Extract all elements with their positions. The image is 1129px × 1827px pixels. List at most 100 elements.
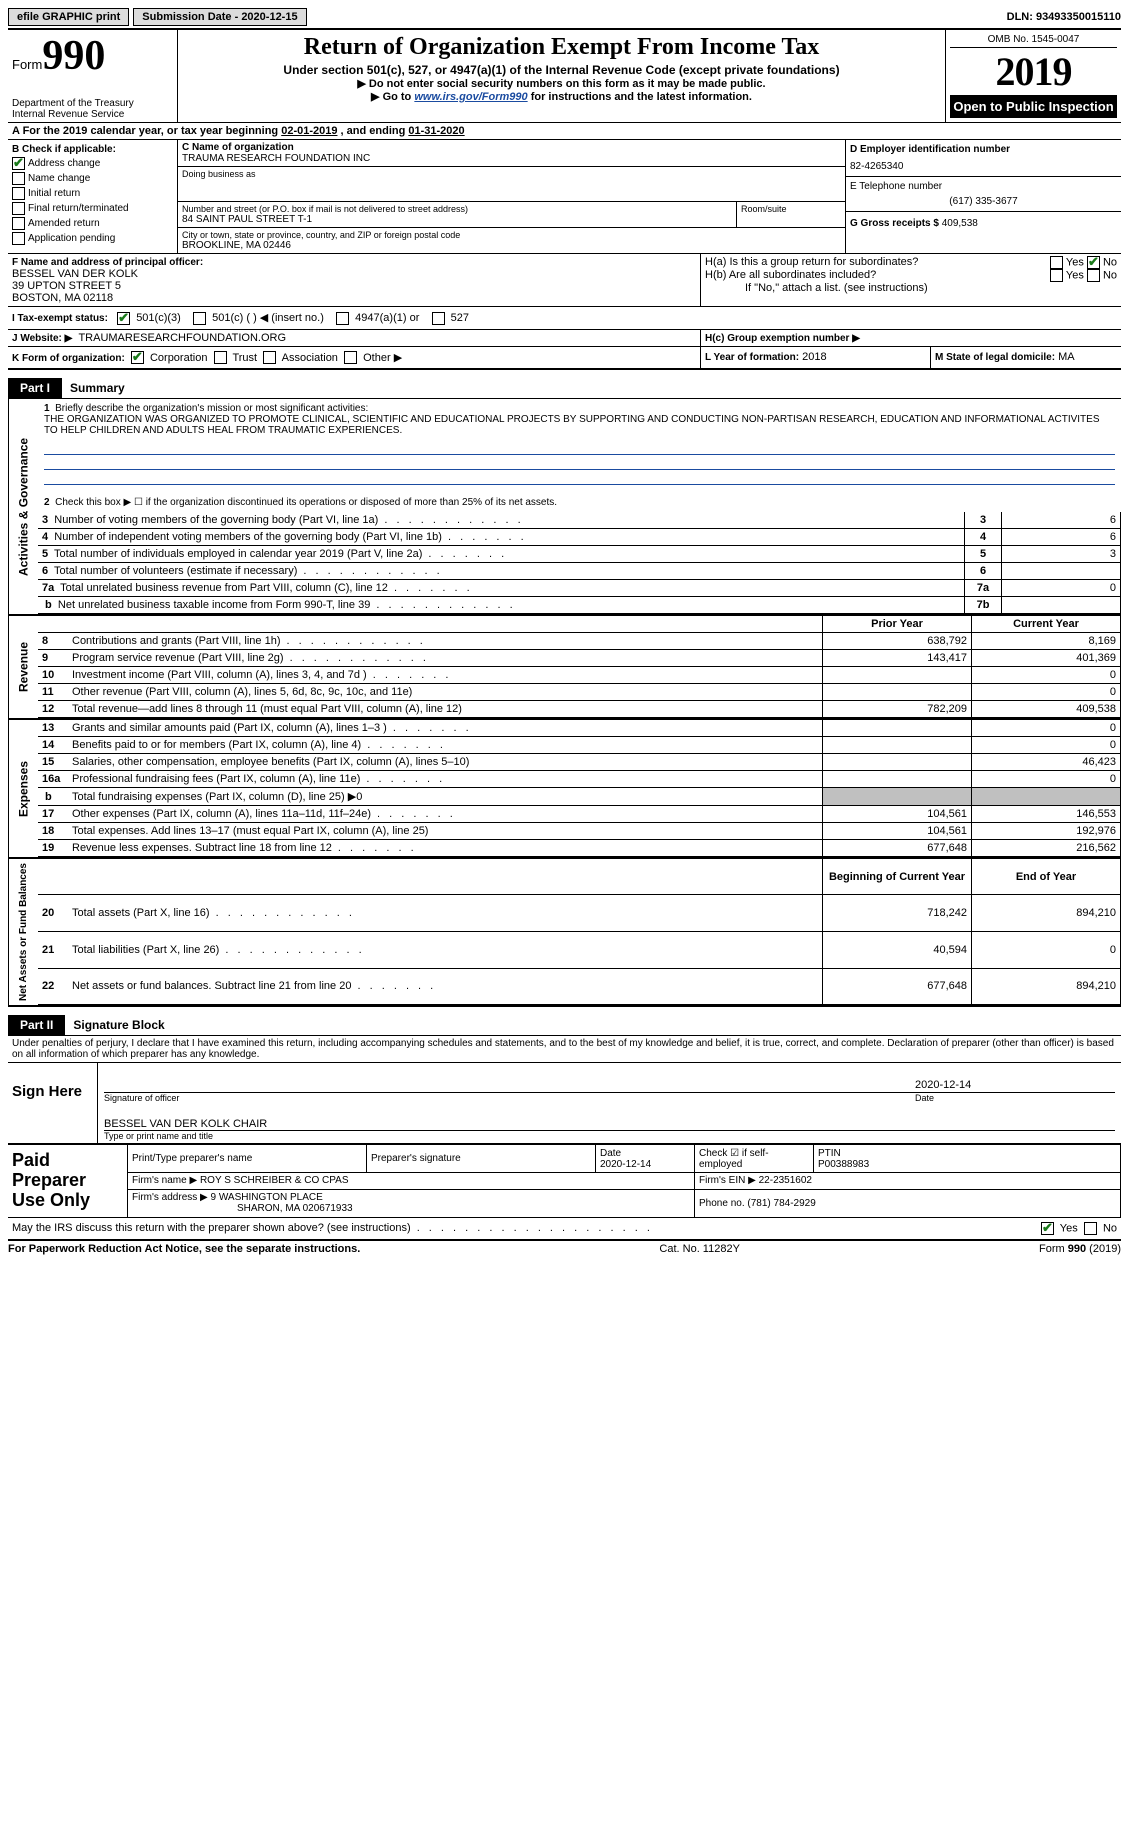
gross-receipts: 409,538 (942, 218, 978, 229)
l4-label: Number of independent voting members of … (54, 531, 526, 543)
l9-prior: 143,417 (823, 650, 972, 667)
chk-527[interactable] (432, 312, 445, 325)
l7b-value (1002, 597, 1121, 614)
prep-h1: Print/Type preparer's name (128, 1145, 367, 1172)
street-address: 84 SAINT PAUL STREET T-1 (182, 214, 732, 225)
l10-prior (823, 667, 972, 684)
chk-trust[interactable] (214, 351, 227, 364)
side-revenue: Revenue (8, 616, 38, 718)
l21-curr: 0 (972, 931, 1121, 968)
form-prefix: Form (12, 57, 42, 72)
state-domicile: MA (1058, 351, 1075, 363)
prep-h4: Check ☑ if self-employed (695, 1145, 814, 1172)
opt-trust: Trust (232, 352, 257, 364)
chk-hb-yes[interactable] (1050, 269, 1063, 282)
box-b-label: B Check if applicable: (12, 144, 173, 155)
box-i-label: I Tax-exempt status: (12, 313, 108, 324)
form-header: Form990 Department of the Treasury Inter… (8, 28, 1121, 122)
box-d-label: D Employer identification number (850, 144, 1117, 155)
side-ag: Activities & Governance (8, 399, 38, 614)
efile-button[interactable]: efile GRAPHIC print (8, 8, 129, 26)
chk-ha-yes[interactable] (1050, 256, 1063, 269)
chk-amended[interactable] (12, 217, 25, 230)
instr2-post: for instructions and the latest informat… (528, 91, 752, 103)
opt-corp: Corporation (150, 352, 207, 364)
part2-header: Part II Signature Block (8, 1015, 1121, 1035)
firm-name-label: Firm's name ▶ (132, 1175, 197, 1186)
l13-prior (823, 720, 972, 737)
firm-phone: (781) 784-2929 (747, 1198, 815, 1209)
chk-discuss-yes[interactable] (1041, 1222, 1054, 1235)
side-netassets: Net Assets or Fund Balances (8, 859, 38, 1005)
l13-label: Grants and similar amounts paid (Part IX… (68, 720, 823, 737)
chk-initial-return[interactable] (12, 187, 25, 200)
l1-label: Briefly describe the organization's miss… (55, 403, 368, 414)
chk-assoc[interactable] (263, 351, 276, 364)
website-url: TRAUMARESEARCHFOUNDATION.ORG (78, 332, 286, 344)
lbl-amended: Amended return (28, 218, 100, 229)
l11-curr: 0 (972, 684, 1121, 701)
ein-label: Firm's EIN ▶ (699, 1175, 756, 1186)
firm-name: ROY S SCHREIBER & CO CPAS (200, 1175, 349, 1186)
chk-corp[interactable] (131, 351, 144, 364)
chk-app-pending[interactable] (12, 232, 25, 245)
hdr-boy: Beginning of Current Year (823, 859, 972, 895)
sig-name: BESSEL VAN DER KOLK CHAIR (104, 1118, 1115, 1131)
form-title: Return of Organization Exempt From Incom… (182, 34, 941, 61)
box-f-label: F Name and address of principal officer: (12, 257, 203, 268)
l16a-label: Professional fundraising fees (Part IX, … (68, 771, 823, 788)
hc-label: H(c) Group exemption number ▶ (705, 333, 860, 344)
chk-ha-no[interactable] (1087, 256, 1100, 269)
prep-h3: Date (600, 1148, 621, 1159)
period-begin: 02-01-2019 (281, 125, 337, 137)
l4-value: 6 (1002, 529, 1121, 546)
year-formation: 2018 (802, 351, 826, 363)
l8-curr: 8,169 (972, 633, 1121, 650)
tax-status-row: I Tax-exempt status: 501(c)(3) 501(c) ( … (8, 307, 1121, 330)
entity-info: B Check if applicable: Address change Na… (8, 140, 1121, 253)
hdr-prior: Prior Year (823, 616, 972, 633)
l13-curr: 0 (972, 720, 1121, 737)
l7a-label: Total unrelated business revenue from Pa… (60, 582, 473, 594)
chk-final-return[interactable] (12, 202, 25, 215)
officer-name: BESSEL VAN DER KOLK (12, 268, 138, 280)
irs-link[interactable]: www.irs.gov/Form990 (414, 91, 527, 103)
chk-hb-no[interactable] (1087, 269, 1100, 282)
ha-label: H(a) Is this a group return for subordin… (705, 256, 918, 269)
firm-addr: 9 WASHINGTON PLACE (211, 1192, 323, 1203)
l20-curr: 894,210 (972, 895, 1121, 932)
opt-4947: 4947(a)(1) or (355, 312, 419, 324)
hdr-eoy: End of Year (972, 859, 1121, 895)
box-m-label: M State of legal domicile: (935, 352, 1055, 363)
activities-governance: Activities & Governance 1 Briefly descri… (8, 398, 1121, 616)
footer-form: Form (1039, 1243, 1068, 1255)
sign-here-label: Sign Here (8, 1063, 98, 1143)
footer-990: 990 (1068, 1243, 1086, 1255)
perjury-text: Under penalties of perjury, I declare th… (8, 1035, 1121, 1062)
submission-date-button[interactable]: Submission Date - 2020-12-15 (133, 8, 306, 26)
l21-prior: 40,594 (823, 931, 972, 968)
l20-label: Total assets (Part X, line 16) (68, 895, 823, 932)
discuss-yes: Yes (1060, 1222, 1078, 1234)
l22-curr: 894,210 (972, 968, 1121, 1005)
hdr-current: Current Year (972, 616, 1121, 633)
chk-address-change[interactable] (12, 157, 25, 170)
l18-label: Total expenses. Add lines 13–17 (must eq… (68, 823, 823, 840)
chk-other[interactable] (344, 351, 357, 364)
firm-phone-label: Phone no. (699, 1198, 745, 1209)
footer-mid: Cat. No. 11282Y (659, 1243, 740, 1255)
l19-curr: 216,562 (972, 840, 1121, 857)
chk-discuss-no[interactable] (1084, 1222, 1097, 1235)
instruction-2: ▶ Go to www.irs.gov/Form990 for instruct… (182, 90, 941, 103)
hb-yes: Yes (1066, 269, 1084, 281)
l16b-curr-grey (972, 788, 1121, 806)
addr-label: Number and street (or P.O. box if mail i… (182, 204, 732, 214)
opt-other: Other ▶ (363, 352, 402, 364)
chk-name-change[interactable] (12, 172, 25, 185)
chk-501c3[interactable] (117, 312, 130, 325)
instruction-1: ▶ Do not enter social security numbers o… (182, 77, 941, 90)
chk-4947[interactable] (336, 312, 349, 325)
chk-501c[interactable] (193, 312, 206, 325)
blank-line-2 (44, 455, 1115, 470)
room-label: Room/suite (741, 204, 841, 214)
